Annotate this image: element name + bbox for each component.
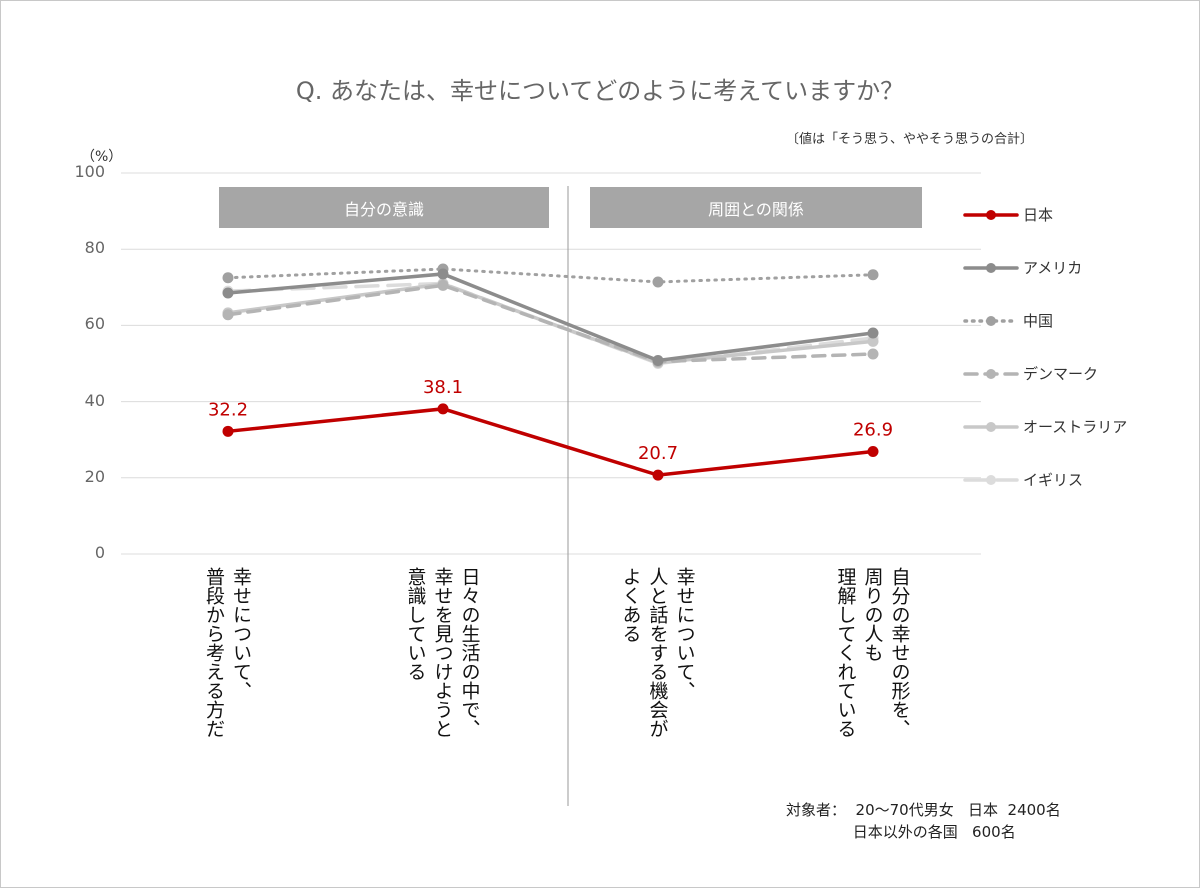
- legend-swatch: [963, 262, 1019, 273]
- series-line-1: [226, 272, 875, 363]
- data-point: [652, 469, 664, 481]
- data-label: 38.1: [423, 377, 463, 398]
- category-label-line: 幸せを見つけようと: [431, 567, 454, 738]
- legend-item: 日本: [963, 204, 1053, 225]
- legend-label: オーストラリア: [1023, 418, 1128, 436]
- legend-swatch: [963, 368, 1019, 379]
- category-label-line: 自分の幸せの形を、: [888, 567, 911, 738]
- chart-title: Q. あなたは、幸せについてどのように考えていますか？: [295, 77, 905, 105]
- data-point: [437, 279, 449, 291]
- legend-item: デンマーク: [963, 363, 1098, 384]
- data-point: [222, 287, 234, 299]
- data-point: [867, 269, 879, 281]
- legend-item: 中国: [963, 310, 1053, 331]
- legend-swatch: [963, 474, 1019, 485]
- category-label-line: よくある: [619, 567, 642, 643]
- legend-label: 日本: [1023, 206, 1054, 224]
- legend-item: オーストラリア: [963, 416, 1127, 437]
- group-header-self: 自分の意識: [219, 187, 549, 228]
- legend-item: アメリカ: [963, 257, 1082, 278]
- data-point: [222, 272, 234, 284]
- legend-label: イギリス: [1023, 471, 1084, 489]
- legend-label: デンマーク: [1023, 365, 1099, 383]
- category-label-line: 理解してくれている: [834, 567, 857, 738]
- y-tick-label: 0: [94, 543, 105, 562]
- data-label: 26.9: [853, 420, 893, 441]
- y-tick-label: 60: [84, 314, 105, 334]
- data-point: [652, 354, 664, 366]
- category-label-line: 幸せについて、: [230, 567, 252, 700]
- category-label-line: 普段から考える方だ: [203, 567, 225, 738]
- legend-swatch: [963, 421, 1019, 432]
- data-point: [867, 335, 879, 347]
- group-header-relations: 周囲との関係: [590, 187, 922, 228]
- series-line-2: [226, 267, 875, 284]
- y-tick-label: 80: [84, 238, 105, 258]
- data-point: [437, 268, 449, 280]
- category-label-line: 周りの人も: [861, 567, 884, 662]
- data-point: [867, 446, 879, 458]
- data-point: [437, 403, 449, 415]
- category-label: 幸せについて、 普段から考える方だ: [200, 567, 254, 738]
- y-tick-label: 100: [74, 162, 105, 181]
- category-label: 日々の生活の中で、 幸せを見つけようと 意識している: [402, 567, 483, 738]
- category-label-line: 意識している: [404, 567, 427, 681]
- data-label: 32.2: [208, 399, 248, 420]
- data-label: 20.7: [638, 443, 678, 464]
- category-label: 幸せについて、 人と話をする機会が よくある: [617, 567, 698, 738]
- category-label-line: 人と話をする機会が: [646, 567, 669, 738]
- data-point: [652, 276, 664, 288]
- legend-swatch: [963, 315, 1019, 326]
- data-point: [867, 327, 879, 339]
- series-line-0: [226, 407, 875, 477]
- category-label-line: 日々の生活の中で、: [458, 567, 481, 738]
- y-axis-unit: （%）: [81, 149, 123, 165]
- legend-swatch: [963, 209, 1019, 220]
- footer-note: 対象者： 20～70代男女 日本 2400名 日本以外の各国 600名: [786, 801, 1061, 841]
- legend-item: イギリス: [963, 469, 1083, 490]
- y-tick-label: 20: [84, 466, 105, 486]
- category-label: 自分の幸せの形を、 周りの人も 理解してくれている: [832, 567, 913, 738]
- series-line-3: [226, 283, 875, 364]
- data-point: [867, 348, 879, 360]
- data-point: [222, 425, 234, 437]
- legend-label: アメリカ: [1023, 259, 1083, 277]
- category-label-line: 幸せについて、: [673, 567, 696, 700]
- data-point: [222, 309, 234, 321]
- chart-note: 〔値は「そう思う、ややそう思うの合計〕: [785, 132, 1033, 147]
- legend-label: 中国: [1023, 312, 1054, 330]
- y-tick-label: 40: [84, 390, 105, 410]
